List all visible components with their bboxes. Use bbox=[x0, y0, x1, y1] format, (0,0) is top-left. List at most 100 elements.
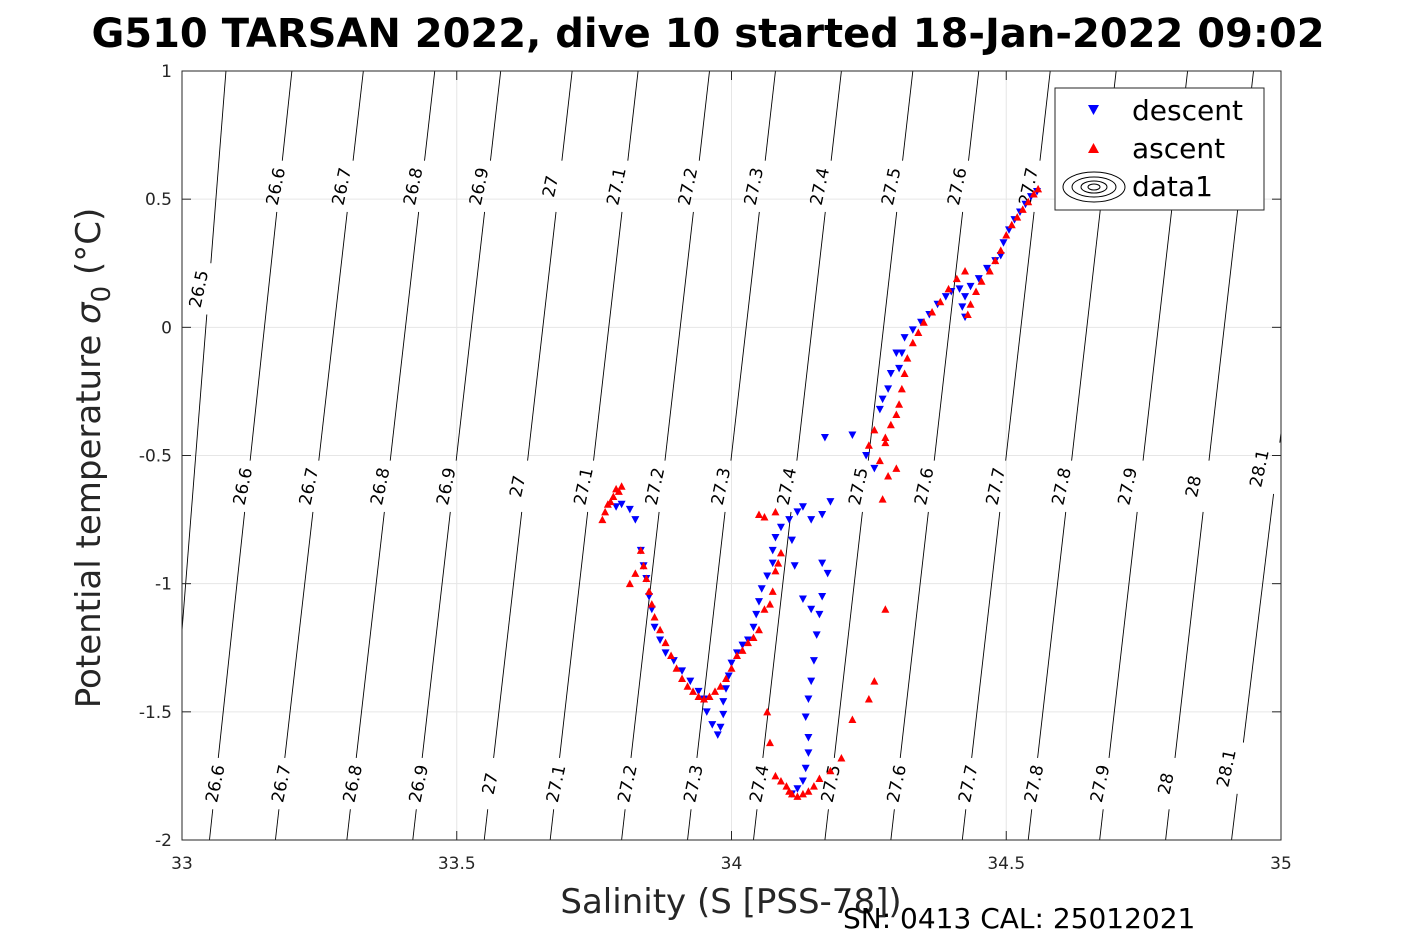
ascent-point bbox=[815, 774, 824, 782]
isopycnal-line bbox=[762, 511, 792, 759]
ascent-point bbox=[754, 510, 763, 518]
ascent-point bbox=[647, 600, 656, 608]
descent-point bbox=[941, 293, 950, 301]
descent-point bbox=[801, 713, 810, 721]
isopycnal-line bbox=[796, 211, 826, 461]
descent-point bbox=[908, 326, 917, 334]
isopycnal-label: 27 bbox=[506, 474, 530, 499]
y-tick-label: -1.5 bbox=[139, 703, 172, 723]
ascent-point bbox=[870, 677, 879, 685]
ascent-point bbox=[892, 410, 901, 418]
ascent-point bbox=[826, 766, 835, 775]
y-axis-label-main: Potential temperature bbox=[69, 324, 109, 708]
ascent-point bbox=[667, 651, 676, 659]
ascent-point bbox=[996, 246, 1005, 254]
isopycnal-line bbox=[490, 71, 502, 161]
isopycnal-line bbox=[664, 211, 694, 461]
ascent-point bbox=[870, 425, 879, 434]
ascent-point bbox=[961, 266, 970, 275]
descent-point bbox=[727, 659, 736, 668]
isopycnal-line bbox=[483, 809, 489, 840]
descent-point bbox=[900, 334, 909, 342]
ascent-point bbox=[639, 561, 648, 570]
descent-point bbox=[787, 536, 796, 545]
legend-descent-marker bbox=[1088, 105, 1099, 115]
ascent-point bbox=[952, 274, 961, 283]
y-axis-label: Potential temperature σ0 (°C) bbox=[69, 208, 117, 708]
ascent-point bbox=[1002, 231, 1011, 239]
ascent-point bbox=[609, 492, 618, 501]
ascent-point bbox=[645, 587, 654, 595]
ascent-point bbox=[743, 638, 752, 647]
descent-point bbox=[999, 239, 1008, 247]
descent-point bbox=[801, 764, 810, 773]
descent-point bbox=[713, 731, 722, 739]
isopycnal-line bbox=[421, 511, 451, 759]
ascent-point bbox=[754, 625, 763, 634]
descent-point bbox=[807, 677, 816, 686]
isopycnal-line bbox=[182, 314, 208, 637]
descent-point bbox=[878, 395, 887, 404]
isopycnal-label: 28 bbox=[1155, 771, 1179, 796]
isopycnal-line bbox=[833, 511, 863, 759]
descent-point bbox=[966, 282, 975, 291]
descent-point bbox=[790, 562, 799, 570]
isopycnal-line bbox=[730, 211, 760, 461]
isopycnal-line bbox=[284, 511, 314, 759]
descent-point bbox=[1004, 226, 1013, 234]
isopycnal-line bbox=[890, 809, 895, 840]
descent-point bbox=[895, 364, 904, 373]
ascent-point bbox=[963, 310, 972, 319]
isopycnal-line bbox=[281, 71, 293, 161]
descent-point bbox=[974, 275, 983, 283]
ascent-point bbox=[884, 472, 893, 480]
descent-point bbox=[815, 610, 824, 619]
descent-point bbox=[892, 349, 901, 357]
descent-point bbox=[848, 431, 857, 439]
axis-ticks: 33 33.5 34 34.5 35 -2 -1.5 -1 -0.5 0 0.5 1 bbox=[139, 62, 1292, 874]
y-tick-label: 0.5 bbox=[145, 190, 172, 210]
ascent-point bbox=[1013, 213, 1022, 221]
y-axis-label-sub: 0 bbox=[87, 286, 117, 303]
descent-point bbox=[776, 523, 785, 532]
y-axis-label-unit: (°C) bbox=[69, 208, 109, 286]
isopycnal-line bbox=[830, 71, 842, 161]
isopycnal-line bbox=[559, 511, 589, 759]
isopycnal-line bbox=[355, 511, 385, 759]
isopycnal-line bbox=[1039, 71, 1051, 161]
ascent-point bbox=[678, 674, 687, 683]
isopycnal-label: 27 bbox=[539, 174, 563, 199]
isopycnal-line bbox=[593, 211, 623, 461]
descent-point bbox=[650, 623, 659, 632]
isopycnal-line bbox=[1005, 211, 1035, 461]
ascent-point bbox=[985, 266, 994, 275]
descent-point bbox=[708, 721, 717, 729]
x-tick-label: 33 bbox=[171, 854, 193, 874]
ascent-point bbox=[765, 600, 774, 608]
isopycnal-line bbox=[961, 809, 967, 840]
isopycnal-line bbox=[698, 71, 710, 161]
descent-point bbox=[752, 610, 761, 619]
isopycnal-line bbox=[210, 71, 227, 264]
ascent-point bbox=[881, 438, 890, 447]
ascent-point bbox=[966, 300, 975, 308]
descent-point bbox=[820, 434, 829, 442]
descent-point bbox=[983, 264, 992, 273]
isopycnal-line bbox=[1027, 809, 1033, 840]
isopycnal-line bbox=[209, 809, 214, 840]
descent-point bbox=[647, 605, 656, 614]
ascent-point bbox=[936, 297, 945, 306]
ascent-point bbox=[878, 495, 887, 503]
ascent-point bbox=[732, 651, 741, 659]
legend-ascent-label: ascent bbox=[1132, 132, 1225, 165]
descent-point bbox=[724, 672, 733, 680]
isopycnal-line bbox=[621, 809, 626, 840]
isopycnal-line bbox=[352, 71, 364, 161]
ascent-point bbox=[1024, 197, 1033, 206]
chart-title: G510 TARSAN 2022, dive 10 started 18-Jan… bbox=[91, 11, 1324, 57]
descent-point bbox=[625, 505, 634, 514]
isopycnal-line bbox=[902, 71, 914, 161]
isopycnal-label: 27 bbox=[479, 771, 503, 796]
descent-point bbox=[818, 559, 827, 568]
descent-point bbox=[763, 572, 772, 580]
